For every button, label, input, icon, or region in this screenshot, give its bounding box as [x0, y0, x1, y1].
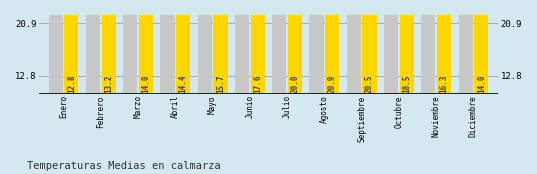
- Bar: [384, 14, 398, 94]
- Text: 20.0: 20.0: [291, 74, 300, 93]
- Bar: [272, 14, 286, 94]
- Bar: [459, 14, 473, 94]
- Text: 20.9: 20.9: [328, 74, 337, 93]
- Bar: [198, 14, 212, 94]
- Bar: [86, 14, 100, 94]
- Bar: [235, 14, 249, 94]
- Text: 13.2: 13.2: [104, 74, 113, 93]
- Bar: [213, 0, 228, 94]
- Text: 15.7: 15.7: [216, 74, 225, 93]
- Text: 12.8: 12.8: [67, 74, 76, 93]
- Bar: [422, 14, 436, 94]
- Text: 14.0: 14.0: [141, 74, 150, 93]
- Text: 14.4: 14.4: [179, 74, 187, 93]
- Text: Temperaturas Medias en calmarza: Temperaturas Medias en calmarza: [27, 161, 221, 171]
- Text: 20.5: 20.5: [365, 74, 374, 93]
- Bar: [347, 14, 361, 94]
- Bar: [64, 11, 78, 94]
- Bar: [161, 14, 175, 94]
- Bar: [251, 0, 265, 94]
- Bar: [400, 0, 414, 94]
- Bar: [123, 14, 137, 94]
- Bar: [437, 0, 451, 94]
- Bar: [474, 3, 489, 94]
- Bar: [309, 14, 324, 94]
- Text: 14.0: 14.0: [477, 74, 486, 93]
- Text: 16.3: 16.3: [440, 74, 448, 93]
- Text: 17.6: 17.6: [253, 74, 262, 93]
- Bar: [48, 14, 63, 94]
- Bar: [176, 1, 190, 94]
- Bar: [362, 0, 376, 94]
- Text: 18.5: 18.5: [402, 74, 411, 93]
- Bar: [325, 0, 339, 94]
- Bar: [139, 3, 153, 94]
- Bar: [101, 9, 115, 94]
- Bar: [288, 0, 302, 94]
